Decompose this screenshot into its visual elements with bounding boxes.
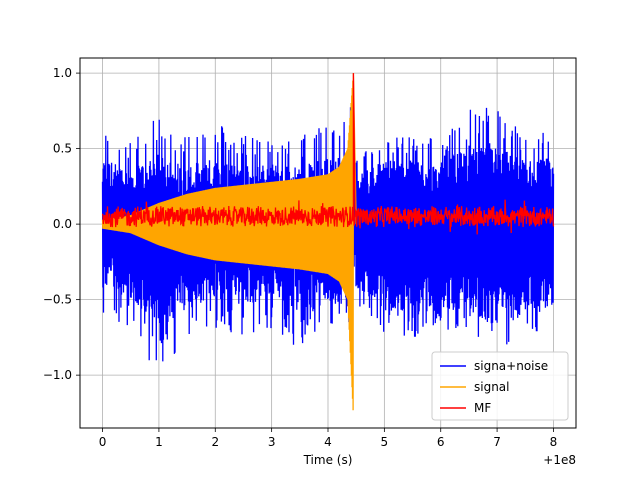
plot-area bbox=[101, 73, 555, 411]
y-tick-label: 0.0 bbox=[53, 217, 72, 231]
legend-label: signa+noise bbox=[474, 359, 548, 373]
series-line-mf bbox=[101, 73, 555, 235]
legend-label: signal bbox=[474, 380, 510, 394]
y-tick-label: 0.5 bbox=[53, 142, 72, 156]
y-axis: −1.0 −0.5 0.0 0.5 1.0 bbox=[43, 66, 80, 382]
x-tick-label: 2 bbox=[211, 435, 219, 449]
x-axis-offset-label: +1e8 bbox=[543, 453, 576, 467]
y-tick-label: −0.5 bbox=[43, 293, 72, 307]
legend-label: MF bbox=[474, 401, 491, 415]
y-tick-label: 1.0 bbox=[53, 66, 72, 80]
x-tick-label: 6 bbox=[437, 435, 445, 449]
x-tick-label: 0 bbox=[99, 435, 107, 449]
x-tick-label: 3 bbox=[268, 435, 276, 449]
x-tick-label: 8 bbox=[550, 435, 558, 449]
x-axis: 0 1 2 3 4 5 6 7 8 bbox=[99, 428, 558, 449]
legend: signa+noise signal MF bbox=[431, 351, 569, 421]
x-tick-label: 5 bbox=[381, 435, 389, 449]
x-axis-label: Time (s) bbox=[303, 453, 353, 467]
y-tick-label: −1.0 bbox=[43, 368, 72, 382]
x-tick-label: 4 bbox=[324, 435, 332, 449]
x-tick-label: 7 bbox=[493, 435, 501, 449]
x-tick-label: 1 bbox=[155, 435, 163, 449]
legend-box bbox=[431, 351, 569, 421]
